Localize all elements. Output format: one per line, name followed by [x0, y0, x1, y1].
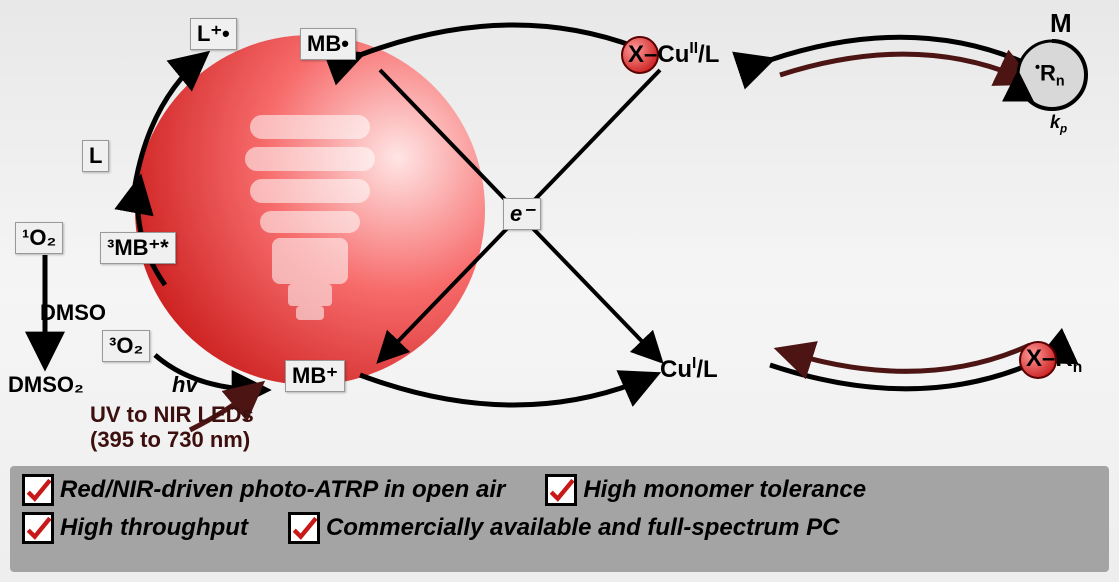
feature-2-text: High monomer tolerance: [583, 476, 866, 504]
feature-4-text: Commercially available and full-spectrum…: [326, 514, 840, 542]
label-MB-dot: MB•: [300, 28, 356, 60]
label-e-minus: e⁻: [503, 198, 541, 230]
label-Rn-dot: •Rn: [1035, 60, 1065, 90]
label-3O2: ³O₂: [102, 330, 150, 362]
label-DMSO-text: DMSO: [40, 300, 106, 326]
label-3MB: ³MB⁺*: [100, 232, 176, 264]
feature-3: High throughput: [22, 512, 248, 544]
label-MB-plus: MB⁺: [285, 360, 345, 392]
check-icon: [22, 512, 54, 544]
label-hv: hv: [172, 372, 198, 398]
features-bar: Red/NIR-driven photo-ATRP in open air Hi…: [10, 466, 1109, 572]
label-X-Cu2-L: X–CuII/L: [628, 40, 719, 69]
caption: UV to NIR LEDs (395 to 730 nm): [90, 402, 254, 453]
caption-line1: UV to NIR LEDs: [90, 402, 254, 427]
check-icon: [288, 512, 320, 544]
arrow-right-bottom-outer: [770, 360, 1040, 389]
feature-4: Commercially available and full-spectrum…: [288, 512, 840, 544]
feature-1-text: Red/NIR-driven photo-ATRP in open air: [60, 476, 505, 504]
feature-3-text: High throughput: [60, 514, 248, 542]
label-kp: kp: [1050, 112, 1067, 136]
label-L: L: [82, 140, 109, 172]
label-X-Rn: X–Rn: [1026, 345, 1082, 377]
arrow-top-center: [360, 25, 655, 55]
check-icon: [22, 474, 54, 506]
arrow-right-bottom-inner: [780, 345, 1030, 371]
caption-line2: (395 to 730 nm): [90, 427, 254, 452]
label-1O2: ¹O₂: [15, 222, 63, 254]
label-DMSO2-text: DMSO₂: [8, 372, 84, 398]
label-Cu1-L: CuI/L: [660, 355, 718, 384]
feature-1: Red/NIR-driven photo-ATRP in open air: [22, 474, 505, 506]
arrow-bottom-center: [360, 375, 655, 405]
check-icon: [545, 474, 577, 506]
feature-2: High monomer tolerance: [545, 474, 866, 506]
arrow-right-top-inner: [780, 54, 1030, 82]
label-L-plus: L⁺•: [190, 18, 237, 50]
diagram-canvas: L⁺• MB• L ¹O₂ ³MB⁺* ³O₂ MB⁺ e⁻ DMSO DMSO…: [0, 0, 1119, 582]
photocatalyst-circle: [135, 35, 485, 385]
label-M: M: [1050, 8, 1072, 39]
